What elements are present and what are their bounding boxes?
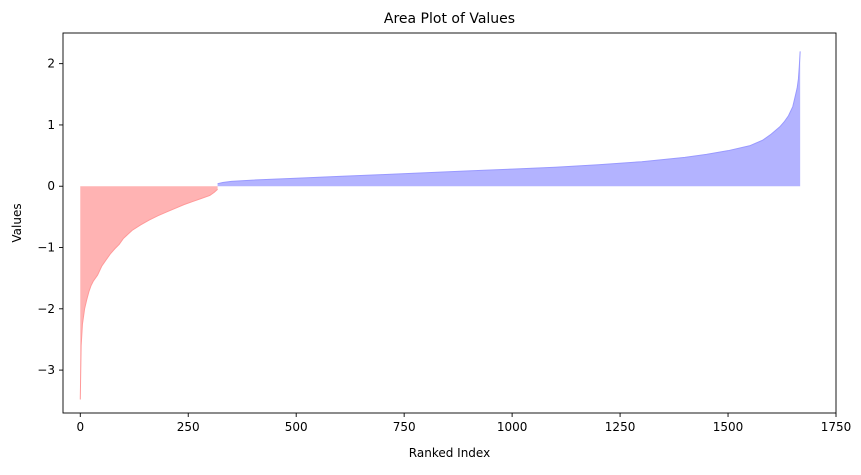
y-axis: −3 −2 −1 0 1 2 <box>37 57 63 377</box>
area-fill-negative <box>80 186 218 400</box>
area-edge-positive <box>217 51 801 185</box>
x-axis-label: Ranked Index <box>409 446 490 460</box>
area-series-group <box>79 51 801 400</box>
y-tick-label: −2 <box>37 302 55 316</box>
chart-title: Area Plot of Values <box>384 11 515 27</box>
y-tick-label: −1 <box>37 241 55 255</box>
plot-frame <box>62 32 837 414</box>
x-tick-label: 1750 <box>821 420 852 434</box>
y-axis-label: Values <box>10 203 24 242</box>
x-tick-label: 750 <box>393 420 416 434</box>
x-tick-label: 0 <box>76 420 84 434</box>
x-tick-label: 1250 <box>605 420 636 434</box>
x-axis: 0 250 500 750 1000 1250 1500 1750 <box>76 413 851 434</box>
x-tick-label: 500 <box>285 420 308 434</box>
area-edge-negative <box>79 188 218 400</box>
x-tick-label: 1000 <box>497 420 528 434</box>
y-tick-label: 1 <box>47 118 55 132</box>
y-tick-label: −3 <box>37 363 55 377</box>
y-tick-label: 2 <box>47 57 55 71</box>
y-tick-label: 0 <box>47 179 55 193</box>
area-fill-positive <box>217 51 801 187</box>
x-tick-label: 1500 <box>713 420 744 434</box>
x-tick-label: 250 <box>177 420 200 434</box>
